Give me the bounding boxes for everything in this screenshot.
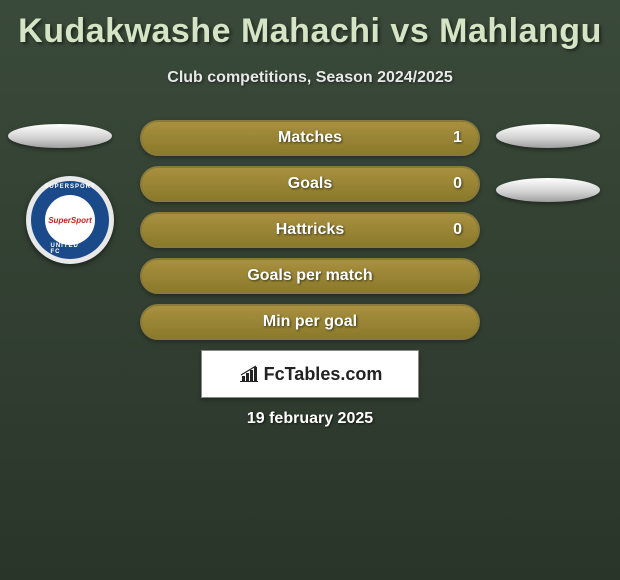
footer-brand-box: FcTables.com bbox=[201, 350, 419, 398]
stat-value: 0 bbox=[453, 221, 462, 239]
stat-label: Matches bbox=[278, 129, 342, 147]
stat-value: 1 bbox=[453, 129, 462, 147]
stat-row-min-per-goal: Min per goal bbox=[140, 304, 480, 340]
badge-inner-circle: SuperSport bbox=[45, 195, 95, 245]
badge-blue-ring: SUPERSPORT SuperSport UNITED FC bbox=[31, 181, 109, 259]
stat-label: Min per goal bbox=[263, 313, 357, 331]
stat-row-goals: Goals 0 bbox=[140, 166, 480, 202]
badge-outer-ring: SUPERSPORT SuperSport UNITED FC bbox=[26, 176, 114, 264]
stat-value: 0 bbox=[453, 175, 462, 193]
brand-logo: FcTables.com bbox=[238, 364, 383, 385]
brand-text: FcTables.com bbox=[264, 364, 383, 385]
badge-logo-text: SuperSport bbox=[48, 216, 92, 225]
club-badge: SUPERSPORT SuperSport UNITED FC bbox=[16, 175, 124, 265]
badge-text-bottom: UNITED FC bbox=[51, 243, 90, 255]
stat-row-hattricks: Hattricks 0 bbox=[140, 212, 480, 248]
page-title: Kudakwashe Mahachi vs Mahlangu bbox=[0, 0, 620, 51]
stat-row-goals-per-match: Goals per match bbox=[140, 258, 480, 294]
stat-label: Goals bbox=[288, 175, 332, 193]
player-marker-right-2 bbox=[496, 178, 600, 202]
stat-label: Goals per match bbox=[247, 267, 372, 285]
bar-chart-icon bbox=[238, 364, 258, 384]
player-marker-left bbox=[8, 124, 112, 148]
badge-text-top: SUPERSPORT bbox=[44, 184, 95, 190]
player-marker-right-1 bbox=[496, 124, 600, 148]
stat-label: Hattricks bbox=[276, 221, 344, 239]
page-subtitle: Club competitions, Season 2024/2025 bbox=[0, 69, 620, 87]
footer-date: 19 february 2025 bbox=[247, 410, 373, 428]
stat-row-matches: Matches 1 bbox=[140, 120, 480, 156]
stats-container: Matches 1 Goals 0 Hattricks 0 Goals per … bbox=[140, 120, 480, 350]
